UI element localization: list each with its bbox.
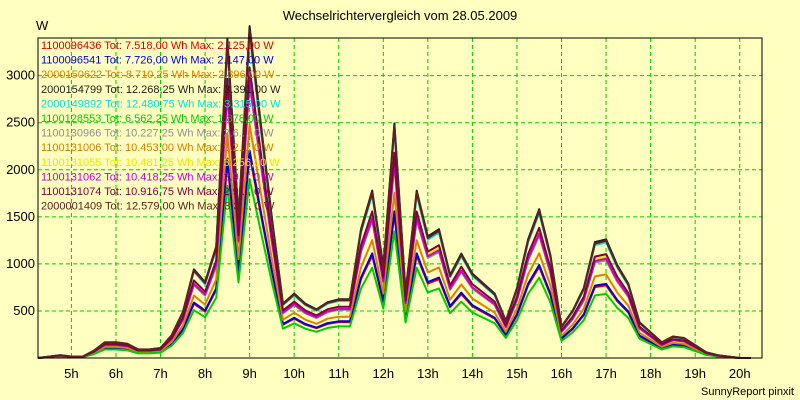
x-tick-label: 17h	[595, 366, 617, 381]
legend-entry: 2000150622 Tot: 8.710,25 Wh Max: 2.396,0…	[41, 69, 275, 81]
x-tick-label: 12h	[372, 366, 394, 381]
y-tick-label: 500	[13, 303, 35, 318]
x-tick-label: 19h	[684, 366, 706, 381]
legend: 1100096436 Tot: 7.518,00 Wh Max: 2.125,0…	[41, 40, 281, 213]
x-tick-label: 8h	[198, 366, 212, 381]
y-tick-label: 1500	[6, 209, 35, 224]
legend-entry: 1100096436 Tot: 7.518,00 Wh Max: 2.125,0…	[41, 40, 274, 52]
legend-entry: 2000149892 Tot: 12.480,75 Wh Max: 3.315,…	[41, 98, 281, 110]
series-line	[37, 66, 751, 359]
y-axis-unit: W	[36, 18, 49, 33]
series-line	[37, 123, 751, 359]
y-tick-label: 2500	[6, 115, 35, 130]
x-tick-label: 15h	[506, 366, 528, 381]
x-tick-label: 14h	[462, 366, 484, 381]
legend-entry: 1100131074 Tot: 10.916,75 Wh Max: 2.9...…	[41, 186, 274, 198]
series-lines	[37, 25, 751, 359]
x-tick-label: 7h	[153, 366, 167, 381]
chart-title: Wechselrichtervergleich vom 28.05.2009	[282, 8, 518, 23]
y-tick-label: 3000	[6, 68, 35, 83]
legend-entry: 1100131006 Tot: 10.453,00 Wh Max: 3.2...…	[41, 142, 274, 154]
x-tick-label: 11h	[328, 366, 349, 381]
series-line	[37, 29, 751, 359]
y-tick-label: 1000	[6, 256, 35, 271]
y-tick-label: 2000	[6, 162, 35, 177]
legend-entry: 1100130966 Tot: 10.227,25 Wh Max: 2.6...…	[41, 128, 274, 140]
plot-frame	[37, 37, 763, 359]
axes: 5h 6h 7h 8h 9h 10h 11h 12h 13h 14h 15h 16h 17h 18h 19h…	[6, 37, 763, 381]
series-line	[37, 178, 751, 359]
legend-entry: 1100128553 Tot: 6.562,25 Wh Max: 1.878,0…	[41, 113, 274, 125]
legend-entry: 1100131062 Tot: 10.418,25 Wh Max: 2.9...…	[41, 171, 274, 183]
footer-credit: SunnyReport pinxit	[701, 386, 794, 398]
legend-entry: 2000154799 Tot: 12.268,25 Wh Max: 3.391,…	[41, 84, 281, 96]
x-tick-label: 18h	[640, 366, 662, 381]
x-tick-label: 6h	[109, 366, 123, 381]
x-tick-label: 13h	[417, 366, 439, 381]
x-tick-label: 9h	[242, 366, 256, 381]
x-tick-label: 5h	[64, 366, 78, 381]
x-tick-label: 16h	[551, 366, 573, 381]
x-tick-label: 10h	[283, 366, 305, 381]
x-tick-label: 20h	[729, 366, 751, 381]
legend-entry: 1100096541 Tot: 7.726,00 Wh Max: 2.147,0…	[41, 55, 274, 67]
legend-entry: 1100131055 Tot: 10.481,25 Wh Max: 3.256,…	[41, 157, 280, 169]
legend-entry: 2000001409 Tot: 12.579,00 Wh Max: 3.3...…	[41, 201, 275, 213]
